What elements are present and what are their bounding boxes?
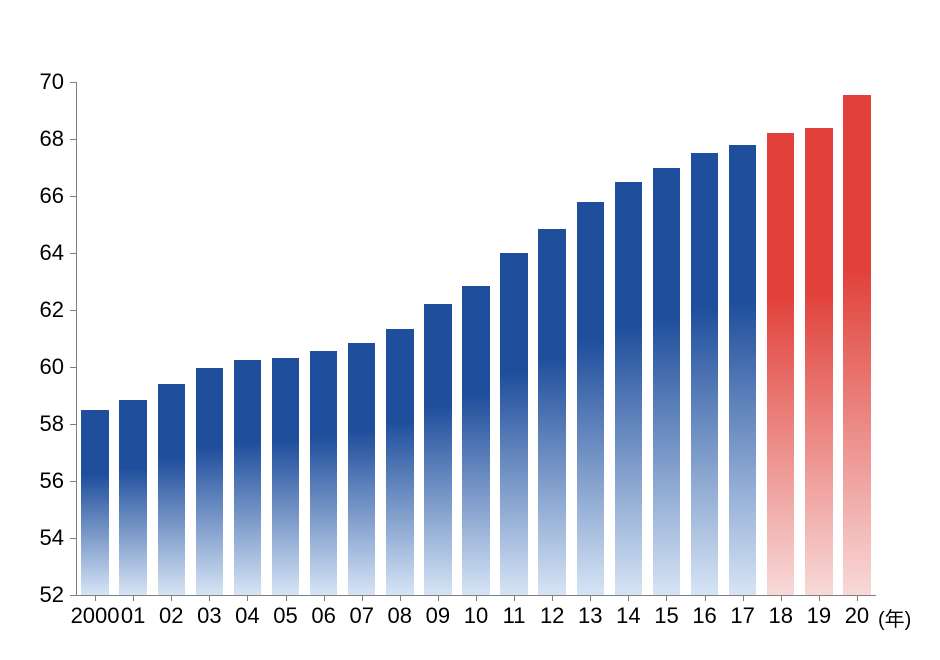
y-tick-mark [70, 139, 76, 140]
y-tick-mark [70, 595, 76, 596]
x-tick-mark [133, 595, 134, 601]
y-tick-mark [70, 253, 76, 254]
bar [310, 351, 337, 595]
bar [119, 400, 146, 595]
y-tick-mark [70, 538, 76, 539]
x-tick-mark [590, 595, 591, 601]
x-tick-label: 05 [273, 603, 297, 629]
y-tick-label: 70 [0, 69, 64, 95]
x-tick-mark [362, 595, 363, 601]
y-tick-label: 62 [0, 297, 64, 323]
x-tick-mark [743, 595, 744, 601]
bar-chart: 52 54 56 58 60 62 64 66 68 70 200001 02 03 04 05 06 07 08… [0, 0, 940, 660]
x-tick-label: 15 [654, 603, 678, 629]
x-tick-mark [324, 595, 325, 601]
x-tick-label: 03 [197, 603, 221, 629]
y-tick-mark [70, 82, 76, 83]
bar [196, 368, 223, 595]
x-tick-label: 16 [692, 603, 716, 629]
x-tick-mark [819, 595, 820, 601]
bar [81, 410, 108, 595]
y-tick-label: 60 [0, 354, 64, 380]
y-tick-mark [70, 481, 76, 482]
x-axis-unit-label: (年) [878, 603, 911, 632]
x-tick-label: 01 [121, 603, 145, 629]
x-tick-mark [438, 595, 439, 601]
y-axis-line [76, 82, 77, 595]
x-tick-mark [514, 595, 515, 601]
x-tick-mark [247, 595, 248, 601]
x-tick-mark [95, 595, 96, 601]
y-tick-mark [70, 310, 76, 311]
bar [386, 329, 413, 595]
bar [767, 133, 794, 595]
x-tick-label: 20 [845, 603, 869, 629]
bar [843, 95, 870, 595]
x-tick-mark [705, 595, 706, 601]
x-tick-label: 13 [578, 603, 602, 629]
y-tick-label: 68 [0, 126, 64, 152]
x-tick-label: 11 [503, 603, 526, 629]
bar [500, 253, 527, 595]
x-tick-label: 18 [769, 603, 793, 629]
y-tick-mark [70, 196, 76, 197]
x-tick-label: 08 [388, 603, 412, 629]
y-tick-label: 58 [0, 411, 64, 437]
bar [538, 229, 565, 595]
bar [348, 343, 375, 595]
x-tick-label: 04 [235, 603, 259, 629]
x-tick-mark [400, 595, 401, 601]
y-tick-mark [70, 367, 76, 368]
y-tick-mark [70, 424, 76, 425]
x-tick-label: 09 [426, 603, 450, 629]
bar [462, 286, 489, 595]
x-tick-mark [476, 595, 477, 601]
bar [234, 360, 261, 595]
bar [424, 304, 451, 595]
y-tick-label: 66 [0, 183, 64, 209]
x-tick-label: 07 [349, 603, 373, 629]
bar [729, 145, 756, 595]
x-tick-label: 02 [159, 603, 183, 629]
x-tick-label: 06 [311, 603, 335, 629]
x-tick-mark [666, 595, 667, 601]
x-tick-mark [552, 595, 553, 601]
bar [805, 128, 832, 595]
bar [653, 168, 680, 596]
x-tick-label: 17 [730, 603, 754, 629]
x-tick-label: 12 [540, 603, 564, 629]
x-tick-mark [171, 595, 172, 601]
y-tick-label: 54 [0, 525, 64, 551]
y-tick-label: 64 [0, 240, 64, 266]
x-tick-mark [209, 595, 210, 601]
x-tick-label: 10 [464, 603, 488, 629]
bar [158, 384, 185, 595]
x-tick-mark [781, 595, 782, 601]
bar [272, 358, 299, 595]
bar [691, 153, 718, 595]
bar [577, 202, 604, 595]
y-tick-label: 56 [0, 468, 64, 494]
x-tick-label: 2000 [71, 603, 120, 629]
x-tick-label: 19 [807, 603, 831, 629]
x-tick-mark [857, 595, 858, 601]
x-tick-label: 14 [616, 603, 640, 629]
bar [615, 182, 642, 595]
x-tick-mark [628, 595, 629, 601]
x-tick-mark [286, 595, 287, 601]
y-tick-label: 52 [0, 582, 64, 608]
